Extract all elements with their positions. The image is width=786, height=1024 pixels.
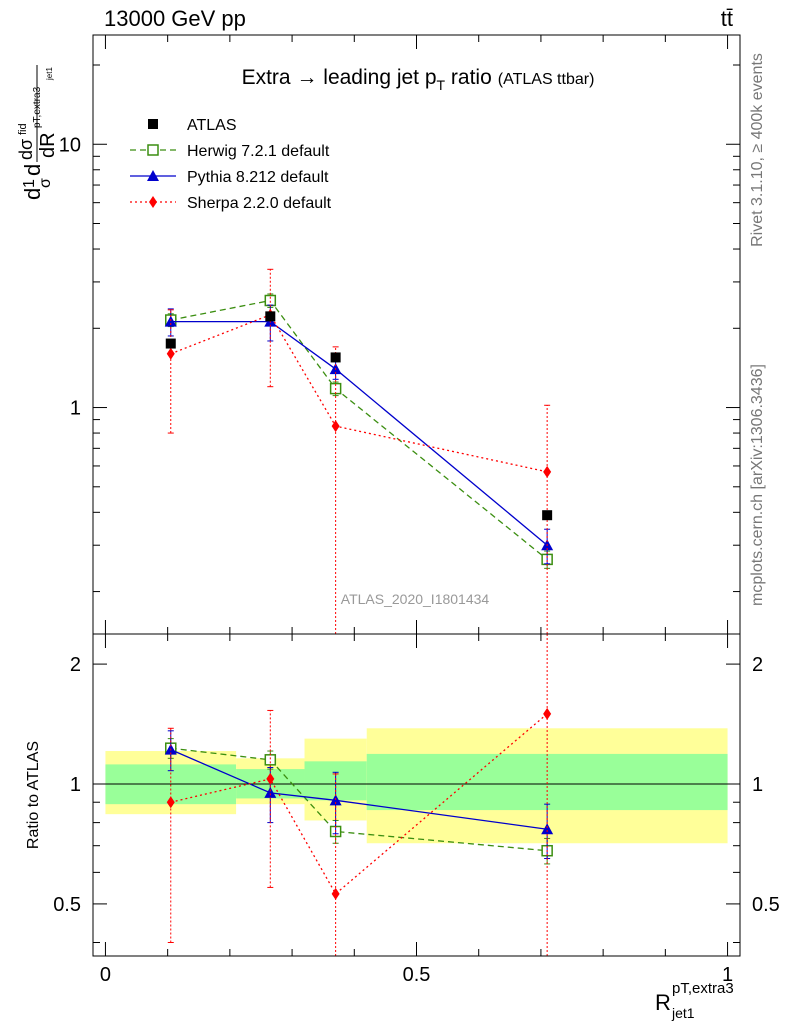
data-point <box>166 347 175 360</box>
x-tick-label: 0 <box>100 964 111 986</box>
legend-marker <box>147 144 159 156</box>
ratio-y-tick-label: 0.5 <box>752 894 780 916</box>
ratio-series-line <box>170 747 548 852</box>
y-tick-label: 1 <box>70 398 81 420</box>
svg-text:pT,extra3: pT,extra3 <box>32 86 43 128</box>
legend-label: Sherpa 2.2.0 default <box>187 195 332 212</box>
data-point <box>164 315 177 327</box>
rivet-version-label: Rivet 3.1.10, ≥ 400k events <box>749 53 766 247</box>
series-atlas <box>165 311 553 521</box>
ratio-series-line <box>170 749 548 830</box>
series-line <box>170 314 548 473</box>
svg-text:d: d <box>20 188 45 200</box>
header-process-label: tt̄ <box>721 6 733 31</box>
legend-marker <box>148 119 158 129</box>
ratio-data-point <box>264 786 277 798</box>
data-point <box>331 420 340 433</box>
legend: ATLAS Herwig 7.2.1 default Pythia 8.212 de… <box>130 117 332 212</box>
series-sherpa <box>166 268 552 634</box>
legend-item: ATLAS <box>148 117 237 134</box>
main-panel: 1 10 Extra → leading jet pT ratio (ATLAS t… <box>59 34 741 635</box>
header-energy-label: 13000 GeV pp <box>104 6 246 31</box>
ratio-data-point <box>543 707 552 720</box>
legend-marker <box>147 170 159 181</box>
svg-text:R: R <box>655 990 671 1015</box>
data-point <box>542 510 553 521</box>
series-line <box>170 299 548 560</box>
ratio-series-line <box>170 713 548 895</box>
svg-text:jet1: jet1 <box>45 67 54 81</box>
svg-text:dR: dR <box>37 132 59 158</box>
legend-label: Herwig 7.2.1 default <box>187 143 330 160</box>
ratio-data-point <box>541 823 554 835</box>
data-point <box>330 352 341 363</box>
x-tick-label: 0.5 <box>403 964 431 986</box>
legend-item: Pythia 8.212 default <box>130 169 329 186</box>
ratio-y-tick-label: 1 <box>752 774 763 796</box>
svg-text:fid: fid <box>17 123 29 135</box>
x-axis-label: R pT,extra3 jet1 <box>655 980 734 1021</box>
chart-title: Extra → leading jet pT ratio (ATLAS ttbar… <box>242 66 595 93</box>
ratio-data-point <box>166 796 175 809</box>
main-y-axis-label: d 1 σ d dσ fid dR pT,extra3 jet1 <box>16 65 59 200</box>
ratio-y-tick-label: 1 <box>70 774 81 796</box>
ratio-y-tick-label: 0.5 <box>53 894 81 916</box>
series-line <box>170 320 548 546</box>
data-point <box>543 465 552 478</box>
legend-label: ATLAS <box>187 117 237 134</box>
ratio-y-tick-label: 2 <box>70 654 81 676</box>
legend-item: Sherpa 2.2.0 default <box>130 195 332 212</box>
svg-text:dσ: dσ <box>16 139 36 160</box>
x-tick-label: 1 <box>722 964 733 986</box>
data-point <box>165 338 176 349</box>
svg-text:pT,extra3: pT,extra3 <box>672 980 734 997</box>
data-point <box>265 311 276 322</box>
svg-text:σ: σ <box>37 178 54 188</box>
ratio-data-point <box>331 887 340 900</box>
ratio-y-axis-label: Ratio to ATLAS <box>25 741 42 849</box>
svg-text:jet1: jet1 <box>671 1005 695 1021</box>
legend-label: Pythia 8.212 default <box>187 169 329 186</box>
ratio-data-point <box>266 772 275 785</box>
svg-text:1: 1 <box>21 179 38 188</box>
analysis-id-label: ATLAS_2020_I1801434 <box>341 591 490 607</box>
ratio-y-tick-label: 2 <box>752 654 763 676</box>
svg-text:d: d <box>20 164 45 176</box>
legend-item: Herwig 7.2.1 default <box>130 143 330 160</box>
y-tick-label: 10 <box>59 134 81 156</box>
ratio-series-sherpa <box>166 634 552 956</box>
mcplots-label: mcplots.cern.ch [arXiv:1306.3436] <box>749 364 766 606</box>
legend-marker <box>149 196 157 208</box>
series-pythia <box>164 304 554 565</box>
ratio-panel: 0 0.5 1 0.5 0.5 1 1 2 2 <box>53 633 780 986</box>
series-herwig <box>165 293 553 569</box>
